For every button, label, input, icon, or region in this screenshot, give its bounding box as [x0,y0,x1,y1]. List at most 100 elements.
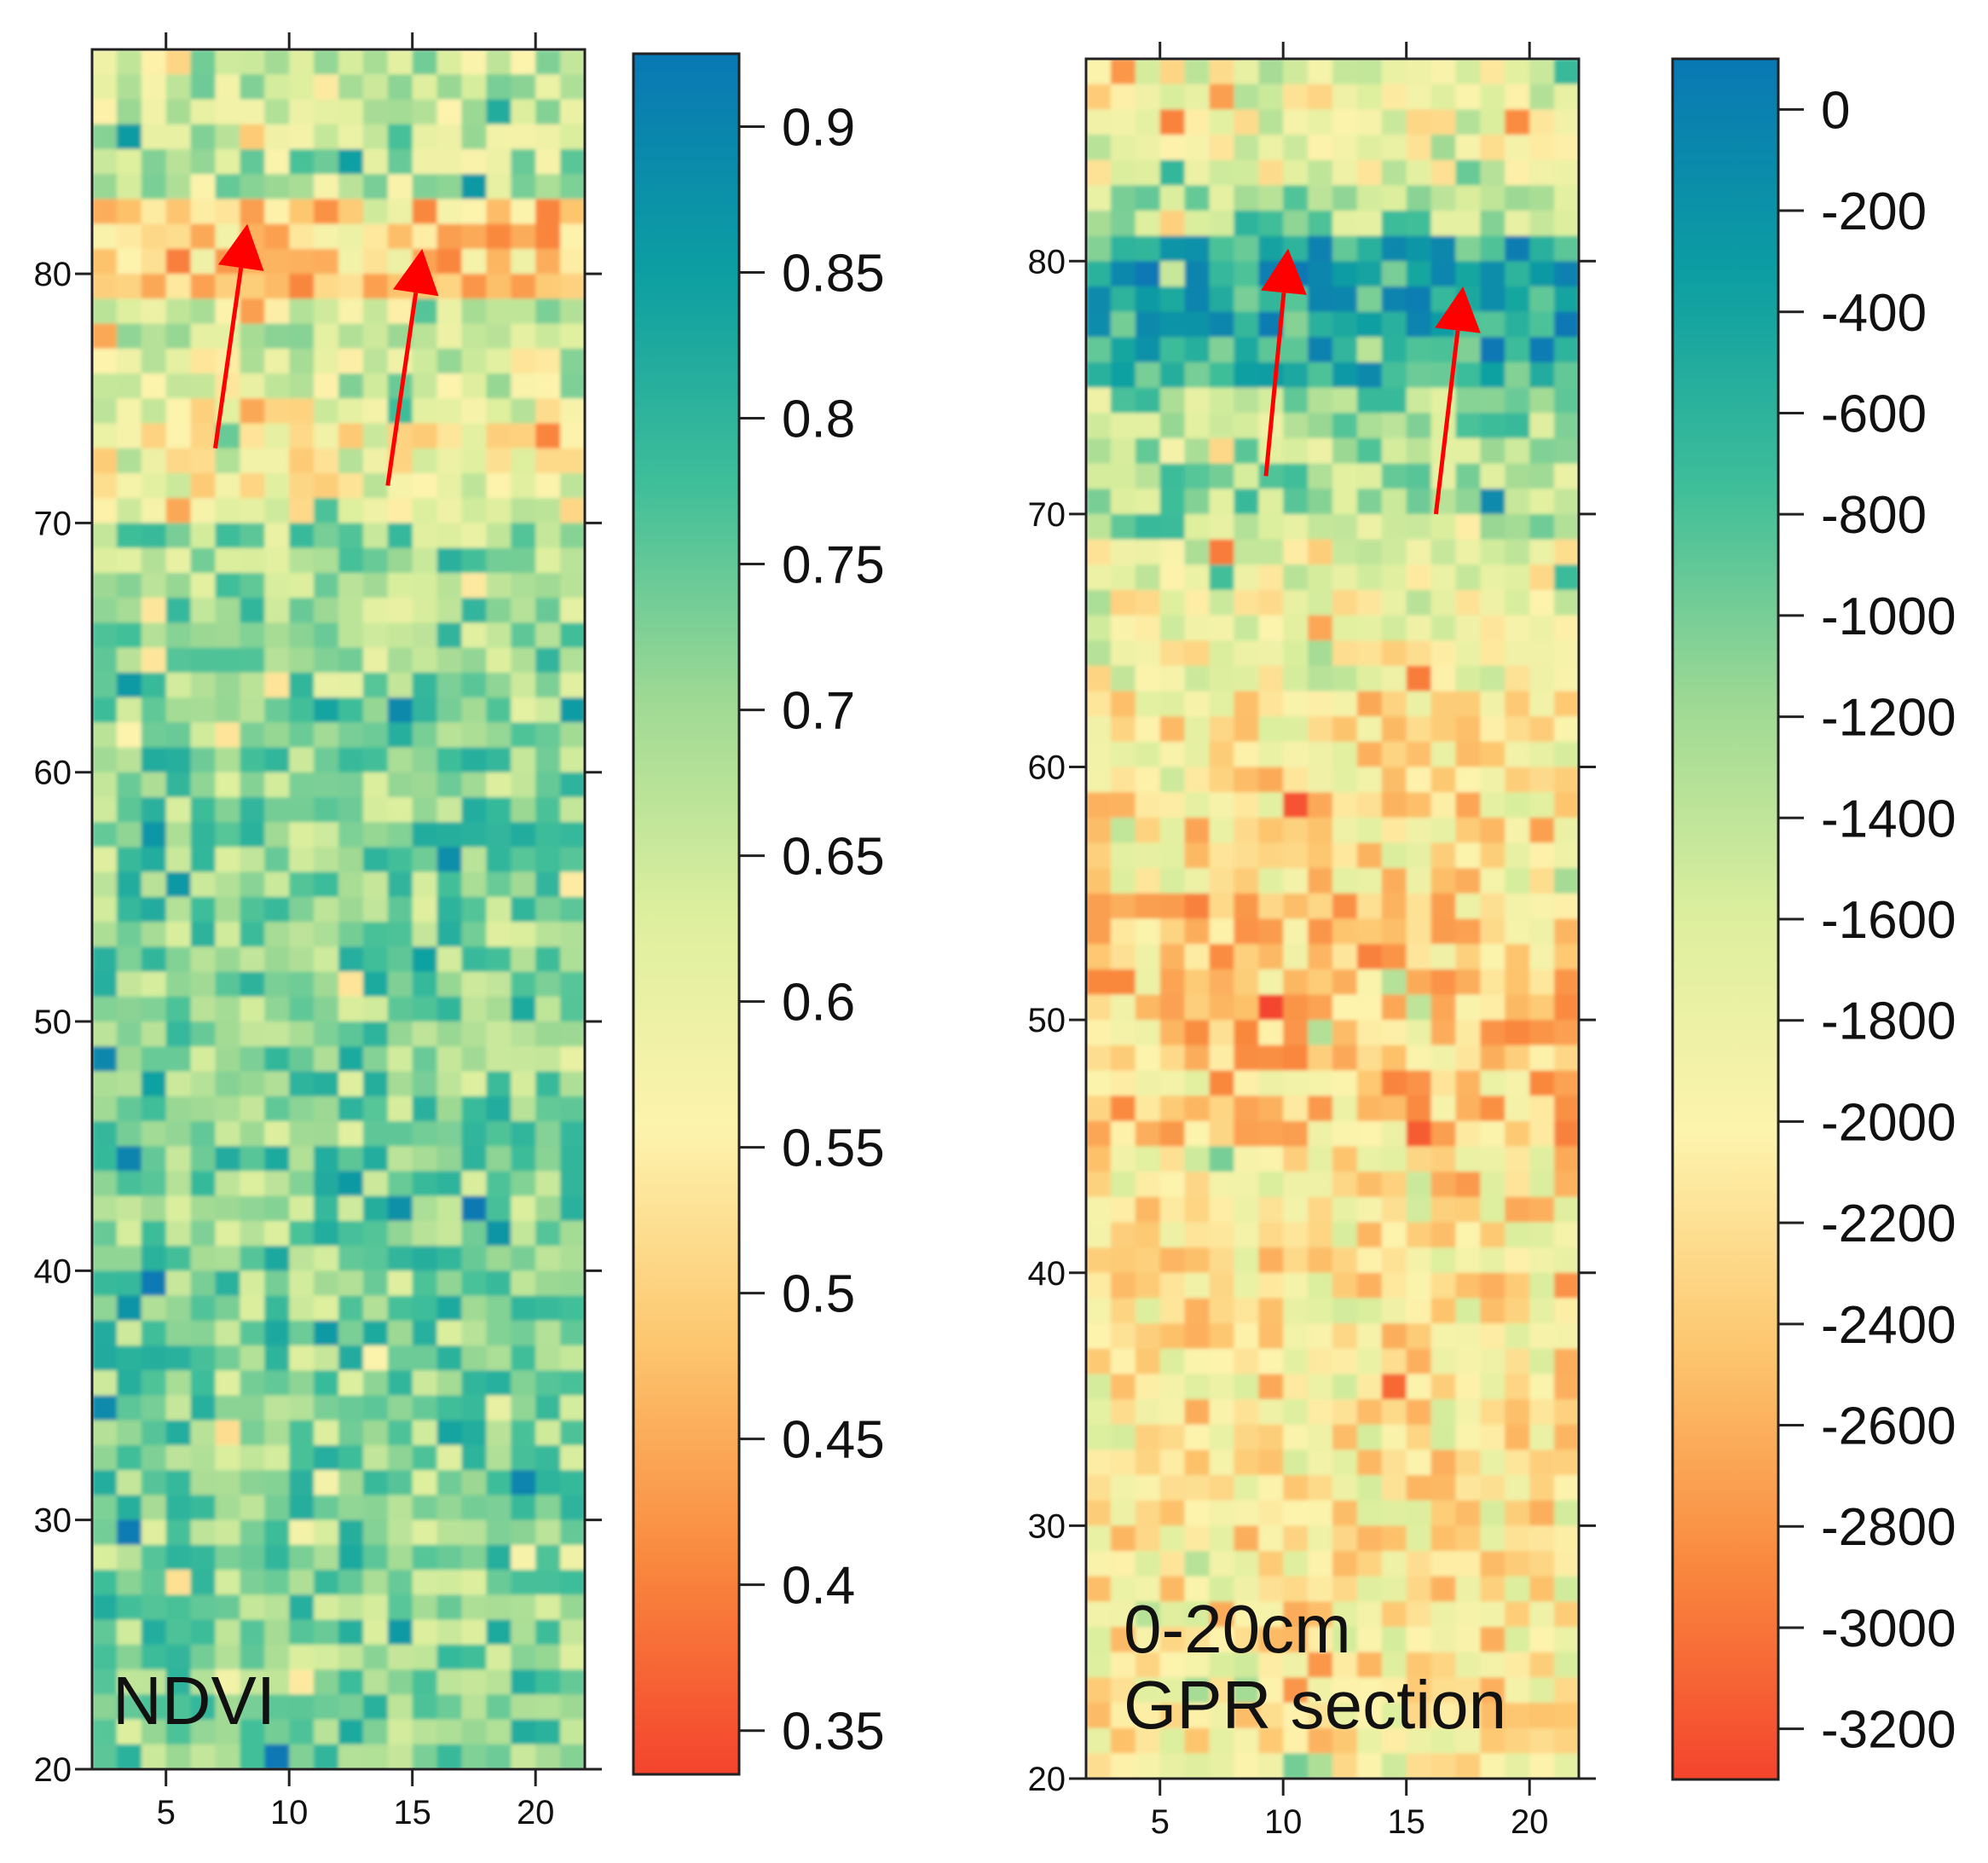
heatmap-cell [1554,1272,1580,1299]
heatmap-cell [165,1594,192,1621]
heatmap-cell [1110,159,1136,187]
heatmap-cell [387,598,413,624]
heatmap-cell [1529,539,1556,566]
heatmap-cell [1332,1196,1358,1224]
heatmap-cell [1430,513,1457,541]
heatmap-cell [1356,286,1383,313]
heatmap-cell [1356,1096,1383,1122]
heatmap-cell [338,1071,364,1097]
heatmap-cell [486,1420,512,1446]
heatmap-cell [1505,261,1531,287]
heatmap-cell [1505,159,1531,187]
heatmap-cell [1529,59,1556,85]
heatmap-cell [1234,362,1260,389]
heatmap-cell [1110,665,1136,692]
heatmap-cell [1209,1222,1235,1249]
heatmap-cell [289,148,315,176]
heatmap-cell [1209,437,1235,465]
heatmap-cell [362,1669,389,1696]
heatmap-cell [1554,640,1580,667]
heatmap-cell [436,871,463,898]
heatmap-cell [1356,1247,1383,1274]
heatmap-cell [314,323,339,350]
heatmap-cell [1455,767,1482,794]
heatmap-cell [1135,437,1161,465]
heatmap-cell [1159,1627,1186,1653]
heatmap-cell [1430,691,1457,718]
heatmap-cell [1480,1677,1506,1704]
heatmap-cell [461,1246,488,1272]
colorbar-tick-label: 0.45 [782,1411,885,1470]
heatmap-cell [1406,944,1432,970]
heatmap-cell [1406,539,1432,566]
heatmap-cell [1234,615,1260,642]
heatmap-cell [165,498,192,524]
heatmap-cell [289,796,315,824]
heatmap-cell [165,647,192,674]
heatmap-cell [1209,1449,1235,1477]
heatmap-cell [338,622,364,649]
heatmap-cell [511,722,537,749]
heatmap-cell [1381,513,1407,541]
heatmap-cell [240,772,266,798]
heatmap-cell [1234,1601,1260,1629]
heatmap-cell [511,896,537,923]
heatmap-cell [1381,640,1407,667]
heatmap-cell [1480,489,1506,515]
heatmap-cell [1356,463,1383,490]
heatmap-cell [1159,210,1186,237]
heatmap-cell [1234,1449,1260,1477]
heatmap-cell [264,373,291,400]
heatmap-cell [116,1495,142,1521]
heatmap-cell [1283,640,1309,667]
heatmap-cell [338,1295,364,1322]
heatmap-cell [1455,437,1482,465]
heatmap-cell [289,1694,315,1721]
heatmap-cell [461,1470,488,1496]
heatmap-cell [92,672,118,699]
heatmap-cell [1159,59,1186,85]
heatmap-cell [1480,1424,1506,1451]
heatmap-cell [1184,261,1211,287]
heatmap-cell [1406,640,1432,667]
heatmap-cell [92,1195,118,1222]
heatmap-cell [1480,1096,1506,1122]
heatmap-cell [1430,1652,1457,1679]
heatmap-cell [1505,1576,1531,1603]
heatmap-cell [1283,691,1309,718]
heatmap-cell [190,847,217,873]
heatmap-cell [1159,1196,1186,1224]
heatmap-cell [116,472,142,500]
heatmap-cell [1209,1703,1235,1729]
heatmap-cell [1529,1146,1556,1173]
heatmap-cell [436,523,463,549]
gpr-colorbar-ticks: 0-200-400-600-800-1000-1200-1400-1600-18… [1778,81,1956,1760]
annotation-arrow-shaft [1263,292,1286,477]
heatmap-cell [362,398,389,425]
heatmap-cell [1554,159,1580,187]
heatmap-cell [289,498,315,524]
heatmap-cell [1505,437,1531,465]
heatmap-cell [1086,564,1112,591]
heatmap-cell [215,148,241,176]
heatmap-cell [1086,868,1112,894]
heatmap-cell [1406,1272,1432,1299]
heatmap-cell [1159,1120,1186,1148]
y-tick-label: 80 [34,256,72,293]
heatmap-cell [560,1320,586,1347]
heatmap-cell [461,1395,488,1421]
heatmap-cell [511,822,537,848]
heatmap-cell [362,323,389,350]
heatmap-cell [1554,1576,1580,1603]
heatmap-cell [1356,1703,1383,1729]
heatmap-cell [1135,1323,1161,1350]
heatmap-cell [1406,337,1432,363]
heatmap-cell [314,796,339,824]
heatmap-cell [387,772,413,798]
heatmap-cell [1086,387,1112,414]
heatmap-cell [560,448,586,474]
heatmap-cell [215,1071,241,1097]
colorbar-tick-label: -400 [1821,284,1927,343]
heatmap-cell [1356,387,1383,414]
heatmap-cell [511,1195,537,1222]
